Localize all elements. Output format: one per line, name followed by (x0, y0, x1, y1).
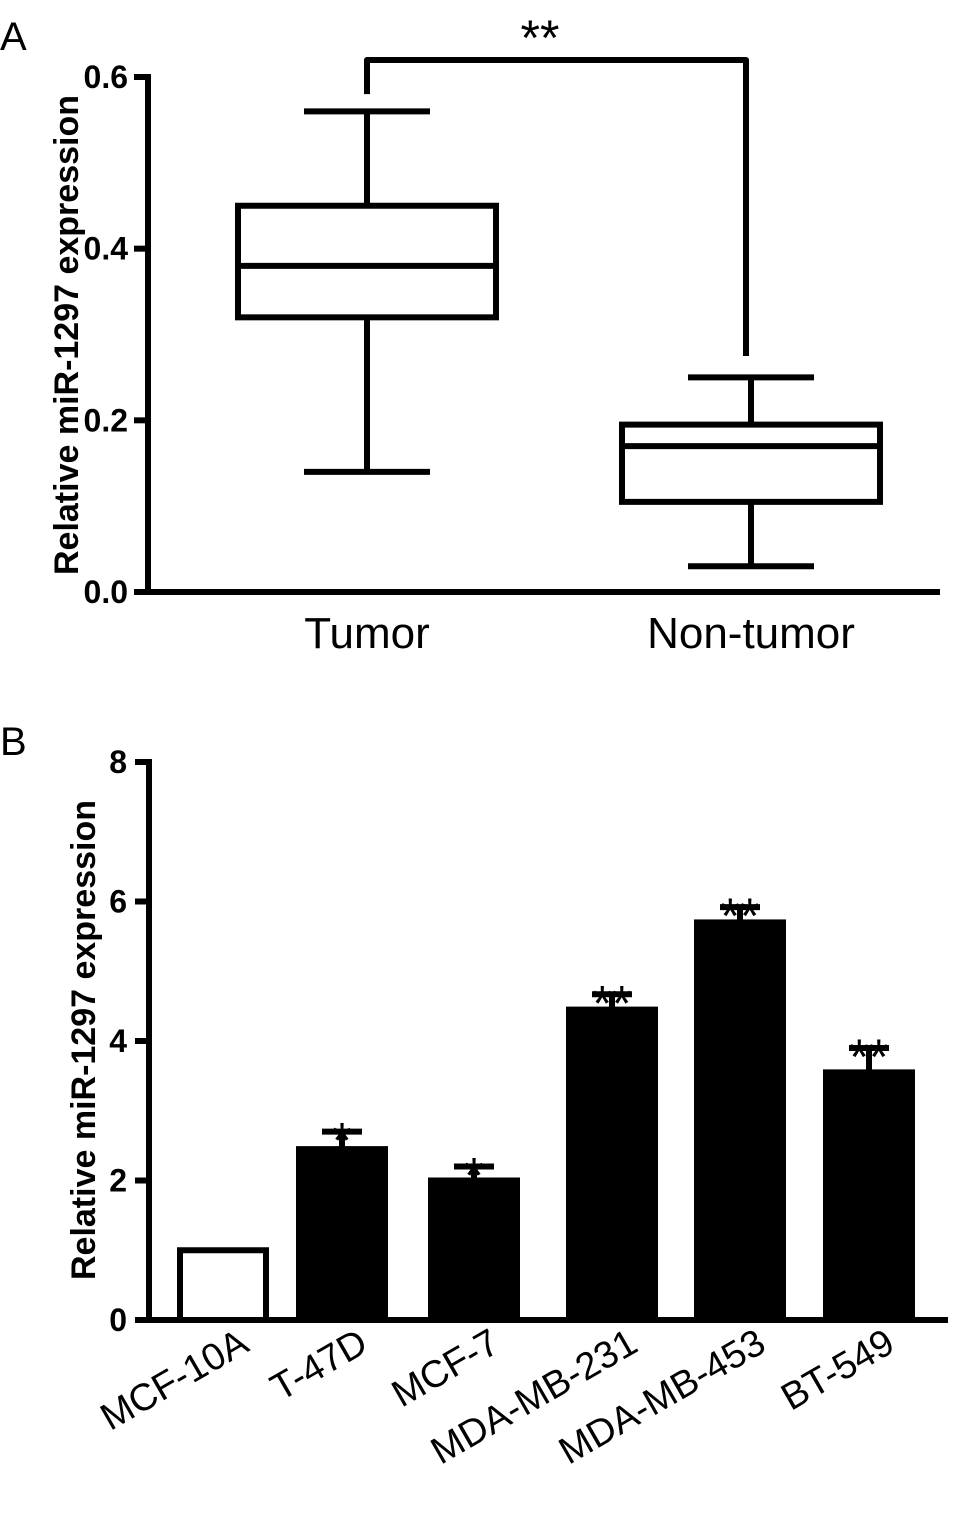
panel-a-y-tick-label: 0.2 (84, 402, 128, 438)
panel-a-axes (145, 74, 940, 595)
panel-b-significance-label: ** (850, 1029, 889, 1085)
panel-a-iqr-box (235, 202, 499, 321)
panel-b-bars (177, 904, 915, 1324)
panel-b-bar-group (177, 1247, 269, 1323)
panel-a-y-tick-label: 0.4 (84, 231, 129, 267)
panel-b-bar-group (296, 1128, 388, 1324)
panel-a-category-label: Tumor (304, 609, 430, 658)
panel-b-y-axis-title: Relative miR-1297 expression (65, 800, 103, 1280)
panel-b-bar (177, 1247, 269, 1323)
panel-a-category-labels: Tumor Non-tumor (304, 609, 855, 658)
panel-a-y-tick-label: 0.0 (84, 574, 128, 610)
panel-a-significance-label: ** (521, 10, 560, 66)
panel-b-category-label: MCF-10A (94, 1321, 256, 1439)
panel-b-category-label: BT-549 (774, 1321, 901, 1419)
panel-a-boxes (235, 108, 883, 570)
panel-b-bar (566, 1006, 658, 1323)
panel-b-y-tick-label: 0 (109, 1302, 127, 1338)
panel-a-y-ticks: 0.0 0.2 0.4 0.6 (84, 59, 148, 610)
panel-b-significance-label: * (464, 1148, 483, 1204)
panel-b-significance-label: * (332, 1113, 351, 1169)
panel-a-significance-bracket (364, 57, 749, 356)
panel-a-y-axis-title: Relative miR-1297 expression (48, 95, 86, 575)
panel-a-letter: A (0, 15, 27, 59)
panel-b-bar-group (566, 991, 658, 1323)
panel-a-box-tumor (235, 108, 499, 475)
panel-a-box-non-tumor (619, 374, 883, 570)
panel-a-iqr-box (619, 421, 883, 505)
panel-a-category-label: Non-tumor (647, 609, 855, 658)
panel-b-significance-label: ** (593, 975, 632, 1031)
panel-b-y-tick-label: 2 (109, 1163, 127, 1199)
panel-b-bar (296, 1146, 388, 1324)
panel-b-bar-group (694, 904, 786, 1323)
panel-b-bar (428, 1177, 520, 1323)
panel-b-bar (694, 919, 786, 1323)
panel-b-bar-chart: B Relative miR-1297 expression 0 2 4 6 8 MCF… (0, 720, 948, 1473)
panel-a-significance: ** (364, 10, 749, 356)
panel-a-box-plot: A Relative miR-1297 expression 0.0 0.2 0.4… (0, 10, 940, 658)
panel-b-category-label: T-47D (264, 1321, 375, 1409)
panel-b-letter: B (0, 720, 27, 764)
panel-b-bar-group (823, 1044, 915, 1323)
panel-b-y-ticks: 0 2 4 6 8 (109, 744, 149, 1338)
panel-b-bar-group (428, 1163, 520, 1323)
panel-b-y-tick-label: 6 (109, 884, 127, 920)
panel-b-significance-label: ** (721, 888, 760, 944)
panel-b-y-tick-label: 8 (109, 744, 127, 780)
panel-b-significance: ******** (332, 888, 888, 1203)
panel-a-y-tick-label: 0.6 (84, 59, 128, 95)
panel-b-bar (823, 1069, 915, 1323)
panel-b-y-tick-label: 4 (109, 1023, 127, 1059)
